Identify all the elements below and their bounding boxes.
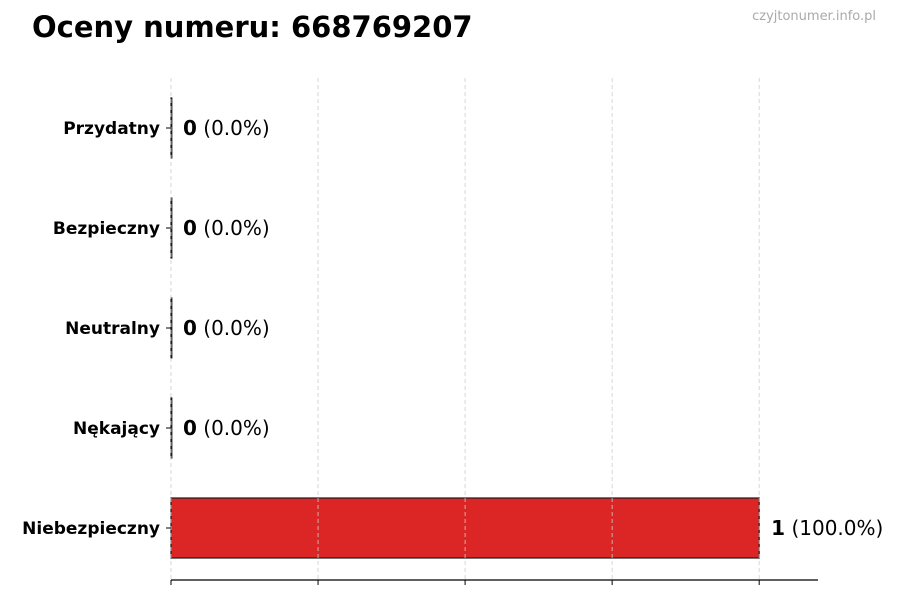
y-tick-label: Przydatny	[63, 119, 160, 139]
data-label: 0 (0.0%)	[183, 216, 270, 240]
y-tick-label: Neutralny	[65, 319, 160, 339]
data-label: 0 (0.0%)	[183, 116, 270, 140]
data-label-percent: (0.0%)	[197, 416, 270, 440]
data-label: 0 (0.0%)	[183, 316, 270, 340]
bar	[170, 297, 173, 359]
y-tick-label: Bezpieczny	[53, 219, 160, 239]
chart-title: Oceny numeru: 668769207	[32, 10, 473, 44]
data-label-count: 1	[771, 516, 785, 540]
data-label-count: 0	[183, 116, 197, 140]
y-tick-label: Nękający	[73, 419, 160, 439]
data-label: 0 (0.0%)	[183, 416, 270, 440]
data-label-percent: (0.0%)	[197, 216, 270, 240]
y-tick-label: Niebezpieczny	[22, 519, 160, 539]
watermark: czyjtonumer.info.pl	[752, 9, 876, 24]
data-label-count: 0	[183, 416, 197, 440]
data-label-percent: (0.0%)	[197, 316, 270, 340]
data-label-percent: (0.0%)	[197, 116, 270, 140]
data-label: 1 (100.0%)	[771, 516, 883, 540]
data-label-count: 0	[183, 316, 197, 340]
data-label-count: 0	[183, 216, 197, 240]
data-label-percent: (100.0%)	[785, 516, 883, 540]
